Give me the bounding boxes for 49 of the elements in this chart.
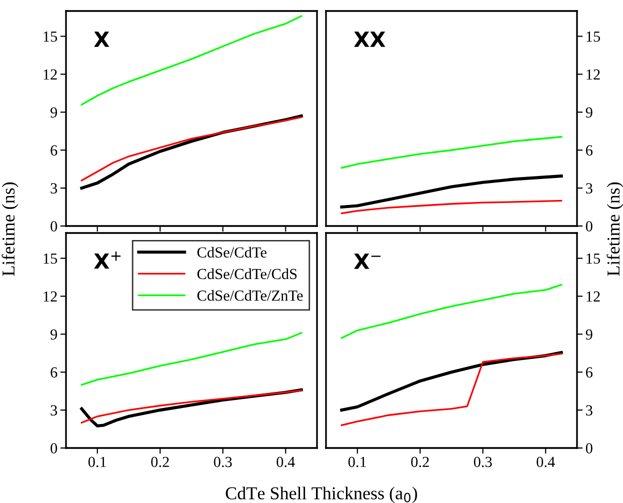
y-tick-label: 9	[50, 107, 58, 118]
y-tick-label: 9	[50, 329, 58, 340]
y-tick-label: 12	[586, 291, 600, 302]
y-tick-label: 9	[586, 329, 592, 340]
y-tick-label: 0	[586, 221, 592, 232]
line-series	[80, 332, 302, 386]
y-tick-label: 3	[586, 183, 592, 194]
y-tick-label: 0	[50, 443, 58, 454]
x-tick-label: 0.1	[88, 456, 106, 468]
y-tick-label: 9	[586, 107, 592, 118]
x-tick-label: 0.4	[536, 456, 555, 468]
y-tick-label: 12	[44, 291, 57, 302]
line-series	[340, 284, 562, 339]
y-tick-label: 3	[586, 405, 592, 416]
legend-label: CdSe/CdTe	[197, 246, 266, 258]
y-axis-title: Lifetime (ns)	[606, 182, 623, 276]
y-tick-label: 6	[50, 367, 58, 378]
line-series	[80, 15, 302, 106]
x-tick-label: 0.3	[474, 456, 492, 468]
y-tick-label: 6	[586, 145, 593, 156]
y-tick-label: 12	[586, 69, 600, 80]
legend-label: CdSe/CdTe/CdS	[197, 268, 297, 280]
x-tick-label: 0.2	[151, 456, 169, 468]
y-tick-label: 15	[586, 32, 600, 42]
x-tick-label: 0.3	[214, 456, 232, 468]
annotation: X	[94, 32, 110, 47]
y-tick-label: 6	[586, 367, 593, 378]
y-tick-label: 0	[586, 443, 592, 454]
x-tick-label: 0.2	[411, 456, 429, 468]
line-series	[340, 174, 563, 209]
line-series	[340, 200, 562, 214]
annotation: X$^{−}$	[354, 254, 381, 269]
y-tick-label: 6	[50, 145, 58, 156]
y-tick-label: 15	[44, 254, 58, 264]
x-tick-label: 0.1	[348, 456, 366, 468]
x-axis-title: CdTe Shell Thickness (a$_{0}$)	[226, 486, 418, 503]
y-axis-title: Lifetime (ns)	[2, 182, 18, 276]
line-series	[340, 136, 562, 169]
annotation: X$^{+}$	[94, 252, 121, 269]
legend-label: CdSe/CdTe/ZnTe	[197, 290, 303, 301]
y-tick-label: 0	[50, 221, 58, 232]
y-tick-label: 15	[44, 32, 58, 42]
x-tick-label: 0.4	[276, 456, 295, 468]
annotation: XX	[354, 32, 386, 47]
y-tick-label: 3	[50, 183, 58, 194]
y-tick-label: 3	[50, 405, 58, 416]
line-series	[340, 352, 562, 426]
y-tick-label: 12	[44, 69, 57, 80]
y-tick-label: 15	[586, 254, 600, 264]
